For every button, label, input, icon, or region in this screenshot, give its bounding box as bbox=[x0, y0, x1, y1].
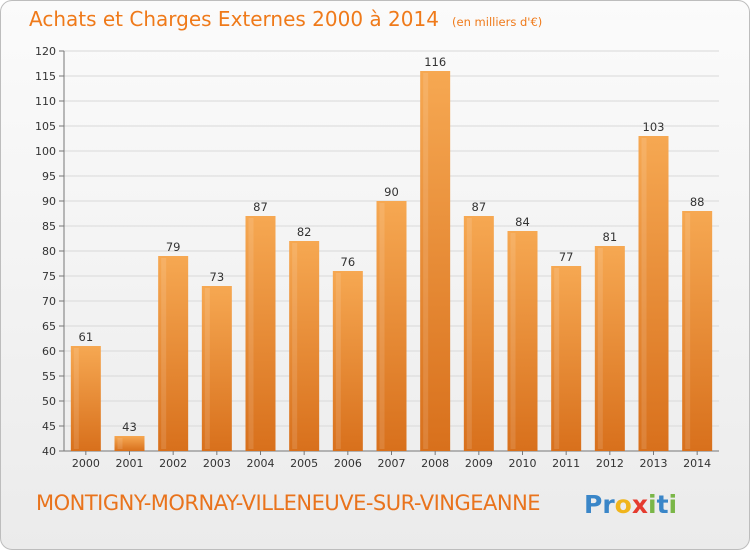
data-label: 61 bbox=[79, 330, 94, 344]
y-tick-label: 70 bbox=[42, 295, 56, 308]
logo-letter: t bbox=[656, 490, 669, 519]
x-tick-label: 2003 bbox=[203, 457, 231, 470]
data-label: 43 bbox=[122, 420, 137, 434]
data-label: 77 bbox=[559, 250, 574, 264]
logo-letter: r bbox=[602, 490, 615, 519]
data-label: 79 bbox=[166, 240, 181, 254]
logo-letter: o bbox=[614, 490, 632, 519]
logo-letter: x bbox=[631, 490, 648, 519]
bar bbox=[638, 136, 669, 451]
title-row: Achats et Charges Externes 2000 à 2014 (… bbox=[29, 7, 542, 31]
bar-highlight bbox=[248, 218, 254, 449]
data-label: 73 bbox=[210, 270, 225, 284]
x-tick-label: 2005 bbox=[290, 457, 318, 470]
x-tick-label: 2013 bbox=[640, 457, 668, 470]
data-label: 82 bbox=[297, 225, 312, 239]
y-tick-label: 100 bbox=[35, 145, 56, 158]
data-label: 76 bbox=[341, 255, 356, 269]
bar-highlight bbox=[335, 273, 341, 449]
data-label: 84 bbox=[515, 215, 530, 229]
data-label: 81 bbox=[603, 230, 618, 244]
bar-highlight bbox=[597, 248, 603, 449]
logo-letter: i bbox=[648, 490, 657, 519]
logo-letter: i bbox=[668, 490, 678, 519]
bar-highlight bbox=[292, 243, 298, 449]
data-label: 90 bbox=[384, 185, 399, 199]
bar bbox=[114, 436, 145, 451]
chart-unit-label: (en milliers d'€) bbox=[452, 15, 543, 29]
x-tick-label: 2000 bbox=[72, 457, 100, 470]
y-tick-label: 80 bbox=[42, 245, 56, 258]
bar-highlight bbox=[204, 288, 210, 449]
label-layer: 40 45 50 55 60 65 70 75 80 85 90 95 100 105 110 115 120 6… bbox=[35, 45, 711, 470]
commune-name: MONTIGNY-MORNAY-VILLENEUVE-SUR-VINGEANNE bbox=[36, 491, 541, 515]
y-tick-label: 55 bbox=[42, 370, 56, 383]
bar bbox=[376, 201, 407, 451]
x-tick-label: 2002 bbox=[159, 457, 187, 470]
chart-title: Achats et Charges Externes 2000 à 2014 bbox=[29, 7, 439, 31]
bar-highlight bbox=[117, 438, 123, 449]
bar-highlight bbox=[641, 138, 647, 449]
bar-highlight bbox=[685, 213, 691, 449]
x-tick-label: 2001 bbox=[116, 457, 144, 470]
y-tick-label: 60 bbox=[42, 345, 56, 358]
y-tick-label: 50 bbox=[42, 395, 56, 408]
bar-layer bbox=[70, 71, 713, 451]
data-label: 116 bbox=[424, 55, 446, 69]
y-tick-label: 85 bbox=[42, 220, 56, 233]
data-label: 103 bbox=[643, 120, 665, 134]
bar bbox=[551, 266, 582, 451]
proxiti-logo: Proxiti bbox=[584, 490, 677, 519]
bar-highlight bbox=[379, 203, 385, 449]
x-tick-label: 2009 bbox=[465, 457, 493, 470]
y-tick-label: 120 bbox=[35, 45, 56, 58]
bar bbox=[332, 271, 363, 451]
bar bbox=[507, 231, 538, 451]
bar-highlight bbox=[554, 268, 560, 449]
y-tick-label: 95 bbox=[42, 170, 56, 183]
logo-letter: P bbox=[584, 490, 603, 519]
bar bbox=[594, 246, 625, 451]
x-tick-label: 2012 bbox=[596, 457, 624, 470]
bar-highlight bbox=[423, 73, 429, 449]
y-tick-label: 40 bbox=[42, 445, 56, 458]
bar bbox=[245, 216, 276, 451]
x-tick-label: 2010 bbox=[509, 457, 537, 470]
bar bbox=[289, 241, 320, 451]
y-tick-label: 115 bbox=[35, 70, 56, 83]
x-tick-label: 2004 bbox=[247, 457, 275, 470]
bar-highlight bbox=[466, 218, 472, 449]
bar bbox=[682, 211, 713, 451]
y-tick-label: 45 bbox=[42, 420, 56, 433]
x-tick-label: 2011 bbox=[552, 457, 580, 470]
y-tick-label: 65 bbox=[42, 320, 56, 333]
bar bbox=[201, 286, 232, 451]
data-label: 87 bbox=[472, 200, 487, 214]
y-tick-label: 105 bbox=[35, 120, 56, 133]
y-tick-label: 75 bbox=[42, 270, 56, 283]
bar-highlight bbox=[510, 233, 516, 449]
y-tick-label: 110 bbox=[35, 95, 56, 108]
x-tick-label: 2008 bbox=[421, 457, 449, 470]
bar-highlight bbox=[161, 258, 167, 449]
y-tick-label: 90 bbox=[42, 195, 56, 208]
bar bbox=[420, 71, 451, 451]
x-tick-label: 2014 bbox=[683, 457, 711, 470]
bar bbox=[158, 256, 189, 451]
data-label: 87 bbox=[253, 200, 268, 214]
bar-highlight bbox=[73, 348, 79, 449]
bar bbox=[463, 216, 494, 451]
data-label: 88 bbox=[690, 195, 705, 209]
x-tick-label: 2006 bbox=[334, 457, 362, 470]
x-tick-label: 2007 bbox=[378, 457, 406, 470]
bar bbox=[70, 346, 101, 451]
